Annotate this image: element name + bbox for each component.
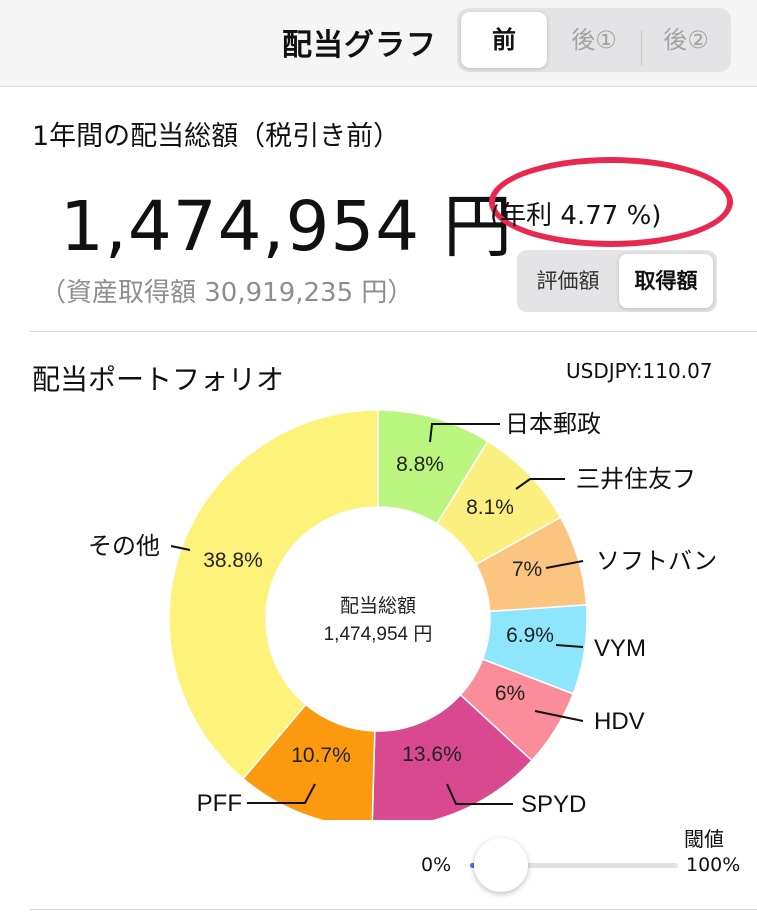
donut-labels: 8.8% 日本郵政 8.1% 三井住友フ 7% ソフトバン 6.9% VYM 6% HDV 13.6… <box>88 411 717 818</box>
slider-min-label: 0% <box>421 854 452 876</box>
callout-line <box>555 644 584 648</box>
highlight-circle <box>489 157 733 247</box>
callout-line <box>170 545 191 551</box>
portfolio-title: 配当ポートフォリオ <box>32 363 285 396</box>
slice-value-label: 8.1% <box>466 496 514 519</box>
tax-segmented-control: 前 後① 後② <box>457 8 731 72</box>
slice-name-label: ソフトバン <box>596 548 717 575</box>
basis-acquisition-button[interactable]: 取得額 <box>619 254 713 308</box>
acquisition-amount: （資産取得額 30,919,235 円） <box>40 278 414 308</box>
threshold-slider-fill <box>470 863 476 868</box>
slice-value-label: 6.9% <box>506 624 554 647</box>
threshold-label: 閾値 <box>684 827 724 851</box>
tab-before-tax[interactable]: 前 <box>461 12 547 68</box>
basis-segmented-control: 評価額 取得額 <box>517 250 717 312</box>
callout-line <box>247 783 316 804</box>
dividend-total: 1,474,954 円 <box>60 187 514 267</box>
slice-value-label: 7% <box>512 558 542 581</box>
segment-divider <box>641 30 642 66</box>
slice-name-label: その他 <box>88 533 160 560</box>
basis-market-value-button[interactable]: 評価額 <box>536 269 600 293</box>
annual-dividend-title: 1年間の配当総額（税引き前） <box>32 121 401 152</box>
callout-line <box>429 423 500 443</box>
slice-name-label: 三井住友フ <box>576 466 696 493</box>
callout-line <box>446 783 513 805</box>
annual-yield: (年利 4.77 %) <box>490 201 662 231</box>
threshold-slider-track[interactable] <box>470 863 678 868</box>
slice-value-label: 6% <box>495 682 525 705</box>
slice-value-label: 38.8% <box>203 549 263 572</box>
slice-name-label: 日本郵政 <box>505 411 601 438</box>
fx-rate: USDJPY:110.07 <box>566 359 713 383</box>
slice-value-label: 8.8% <box>396 453 444 476</box>
donut-center-label: 配当総額 <box>340 595 416 617</box>
slice-name-label: HDV <box>594 708 645 735</box>
slice-name-label: VYM <box>594 635 646 662</box>
section-divider <box>30 331 757 332</box>
header-bar: 配当グラフ 前 後① 後② <box>0 0 757 87</box>
tab-after-tax-1[interactable]: 後① <box>571 26 617 54</box>
donut-hole <box>277 518 479 720</box>
callout-line <box>545 560 584 569</box>
threshold-slider-thumb[interactable] <box>474 838 528 892</box>
callout-line <box>534 710 584 722</box>
slice-name-label: PFF <box>197 790 242 817</box>
slice-name-label: SPYD <box>521 791 586 818</box>
donut-center-value: 1,474,954 円 <box>324 624 433 645</box>
dividend-donut-chart: 配当総額 1,474,954 円 8.8% 日本郵政 8.1% 三井住友フ 7% ソフトバ… <box>88 409 717 820</box>
bottom-divider <box>30 909 757 910</box>
slice-value-label: 13.6% <box>402 743 462 766</box>
tab-after-tax-2[interactable]: 後② <box>663 26 709 54</box>
callout-line <box>515 478 565 490</box>
slider-max-label: 100% <box>686 854 741 876</box>
slice-value-label: 10.7% <box>291 744 351 767</box>
page-title: 配当グラフ <box>282 28 437 63</box>
